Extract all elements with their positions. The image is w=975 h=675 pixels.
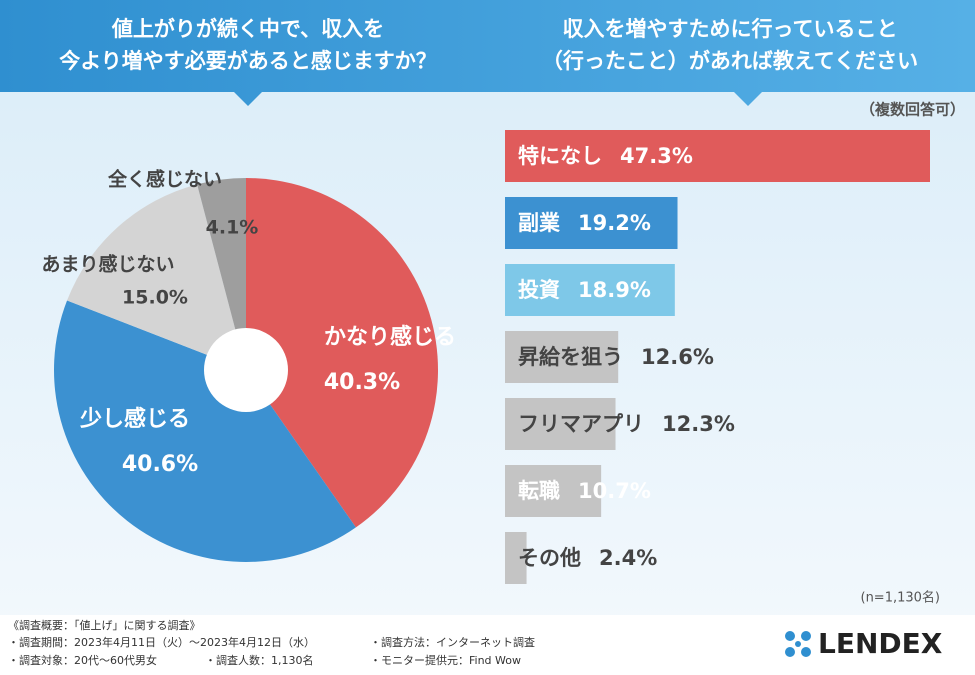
bar-subtitle: （複数回答可） [860,101,965,119]
footer-item: ・調査方法：インターネット調査 [370,635,535,649]
footer-item: ・調査期間：2023年4月11日（火）～2023年4月12日（水） [8,635,315,649]
bar [505,398,616,450]
pie-slice [197,178,246,370]
logo-icon [785,631,811,657]
logo: LENDEX [818,627,943,660]
slice-value: 40.3% [324,370,400,395]
pie-slice [67,184,246,370]
bar-title-line: 収入を増やすために行っていること [563,17,898,41]
bar-value: 18.9% [578,278,651,302]
bar-value: 19.2% [578,211,651,235]
bar-category: フリマアプリ [518,412,644,436]
bar-value: 2.4% [599,546,657,570]
bar-category: 特になし [518,144,602,168]
slice-label: 少し感じる [79,406,190,432]
bar [505,130,930,182]
bar-category: 投資 [518,278,560,302]
header-band [0,0,975,106]
bar-value: 12.3% [662,412,735,436]
footer-item: ・調査人数：1,130名 [205,653,314,667]
bar [505,264,675,316]
bar-value: 47.3% [620,144,693,168]
footer-item: ・調査対象：20代～60代男女 [8,653,157,667]
pie-slice [53,300,356,563]
bar-category: その他 [518,546,581,570]
pie-slice [246,178,439,528]
slice-label: あまり感じない [41,253,174,276]
slice-value: 4.1% [206,217,259,239]
bar [505,197,678,249]
footer-heading: 《調査概要：「値上げ」に関する調査》 [8,618,201,632]
bar-category: 昇給を狙う [518,345,623,369]
bar [505,532,527,584]
bar-title-line: （行ったこと）があれば教えてください [542,49,918,73]
slice-label: かなり感じる [324,324,456,350]
footer-item: ・モニター提供元：Find Wow [370,653,521,667]
pie-title-line: 値上がりが続く中で、収入を [111,17,384,41]
bar-value: 12.6% [641,345,714,369]
slice-value: 15.0% [122,287,188,309]
bar [505,331,619,383]
bar-category: 副業 [518,211,561,235]
slice-label: 全く感じない [107,168,222,191]
bar-category: 転職 [518,479,560,503]
pie-title-line: 今より増やす必要があると感じますか？ [59,49,437,73]
donut-hole [204,328,288,412]
bar-value: 10.7% [578,479,651,503]
bar [505,465,602,517]
slice-value: 40.6% [122,452,198,477]
footer-band [0,615,975,675]
sample-note: (n=1,130名) [861,590,941,606]
